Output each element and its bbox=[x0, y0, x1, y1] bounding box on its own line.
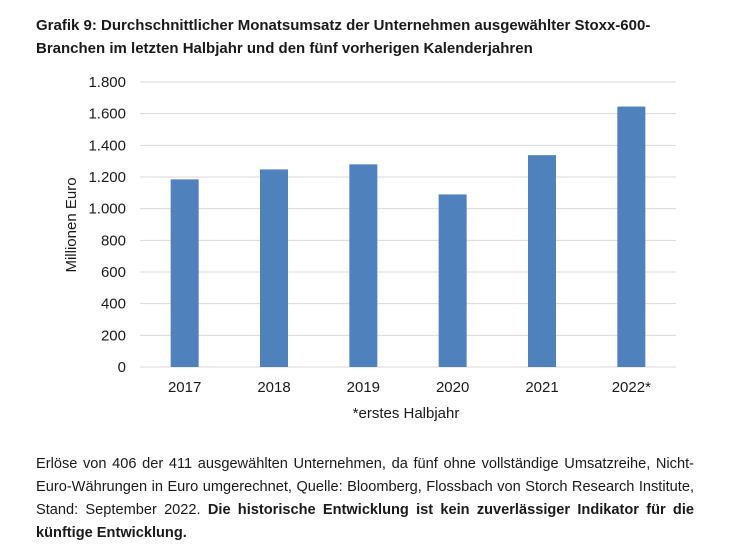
y-axis-label: Millionen Euro bbox=[63, 177, 80, 272]
bar-2021 bbox=[528, 155, 556, 367]
y-tick-label: 1.400 bbox=[88, 137, 126, 154]
bar-2022 bbox=[617, 106, 646, 368]
bar-chart: 0 200 400 600 800 1.000 1.200 1.400 1.600 1.800 2… bbox=[63, 74, 676, 422]
y-tick-label: 1.000 bbox=[88, 201, 126, 218]
bar-2018 bbox=[260, 169, 288, 367]
x-tick-label: 2017 bbox=[168, 379, 201, 396]
y-tick-label: 1.800 bbox=[88, 74, 126, 91]
y-tick-label: 1.600 bbox=[88, 106, 126, 123]
footnote-disclaimer: Die historische Entwicklung ist kein zuv… bbox=[36, 502, 695, 541]
footnote: Erlöse von 406 der 411 ausgewählten Unte… bbox=[36, 453, 694, 545]
gridlines bbox=[140, 81, 676, 368]
y-tick-label: 400 bbox=[101, 296, 126, 313]
x-tick-label: 2018 bbox=[257, 379, 290, 396]
x-tick-label: 2020 bbox=[436, 379, 469, 396]
x-tick-label: 2022* bbox=[612, 379, 651, 396]
y-tick-label: 600 bbox=[101, 264, 126, 281]
x-tick-label: 2019 bbox=[347, 379, 380, 396]
y-tick-label: 0 bbox=[118, 359, 126, 376]
x-tick-labels: 2017 2018 2019 2020 2021 2022* bbox=[168, 379, 651, 396]
bar-2017 bbox=[170, 179, 199, 367]
chart-title: Grafik 9: Durchschnittlicher Monatsumsat… bbox=[36, 17, 651, 57]
y-tick-labels: 0 200 400 600 800 1.000 1.200 1.400 1.600 1.800 bbox=[88, 74, 126, 376]
bar-2019 bbox=[349, 164, 378, 367]
x-axis-note: *erstes Halbjahr bbox=[353, 405, 460, 422]
y-tick-label: 1.200 bbox=[88, 169, 126, 186]
footnote-text: Erlöse von 406 der 411 ausgewählten Unte… bbox=[36, 456, 694, 518]
bars bbox=[170, 106, 646, 368]
y-tick-label: 800 bbox=[101, 232, 126, 249]
y-tick-label: 200 bbox=[101, 327, 126, 344]
x-tick-label: 2021 bbox=[525, 379, 558, 396]
bar-2020 bbox=[438, 194, 467, 367]
